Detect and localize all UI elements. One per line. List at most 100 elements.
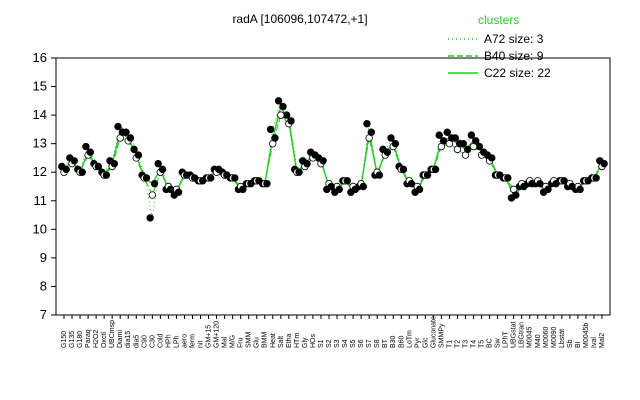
data-point [560,177,568,185]
x-tick-label: T4 [471,340,478,348]
data-point [407,179,416,188]
x-tick-label: S2 [326,339,333,348]
x-tick-label: SMMPy [438,323,445,348]
x-tick-label: HTm [294,333,301,348]
data-point [199,177,207,185]
x-tick-label: M0060 [543,326,550,348]
x-tick-label: M40 [535,334,542,348]
data-point [182,171,191,179]
data-point [447,134,456,142]
data-point [423,171,432,179]
data-point [311,151,319,159]
data-point [600,159,608,168]
x-tick-label: GM+120 [214,321,221,348]
data-point [592,174,600,182]
plot-border [55,57,611,316]
x-tick-label: HOs [310,334,317,349]
x-tick-label: T2 [454,340,461,348]
data-point [383,148,392,156]
data-point [130,145,138,154]
data-point [295,168,303,176]
x-tick-label: UBCmsp [109,320,116,348]
data-point [118,128,127,136]
data-point [263,179,271,188]
data-point [335,185,343,194]
x-tick-label: M0045 [527,326,534,348]
data-point [375,171,384,179]
x-tick-label: Oxctl [101,332,108,348]
x-tick-label: S1 [318,339,325,348]
data-point [271,134,279,142]
data-point [277,111,285,119]
x-tick-label: BI [575,341,582,348]
series-line [63,99,603,219]
x-tick-label: BMM [262,332,269,349]
data-point [387,134,395,142]
data-point [363,119,371,128]
x-tick-label: Etha [286,333,293,348]
x-tick-label: S6 [358,339,365,348]
data-point [134,151,143,159]
data-point [536,179,544,188]
x-tick-label: LPhT [503,331,510,348]
x-tick-label: Ival [591,337,598,348]
data-point [472,137,480,145]
data-point [455,139,464,148]
data-point [247,179,255,188]
x-tick-label: Pyr [414,337,421,348]
data-point [415,185,424,194]
y-tick-label: 16 [33,50,47,65]
x-tick-label: BT [382,338,389,348]
data-point [279,102,287,111]
x-axis: G150 G135 G180 Paraq H2O2 Oxctl UBCmsp Diami dia… [61,315,606,348]
data-point [215,165,223,174]
data-point [146,214,154,222]
x-tick-label: HPh [165,334,172,348]
x-tick-label: Cold [157,333,164,348]
x-tick-label: Glu [254,337,261,348]
data-point [343,177,351,185]
data-point [303,159,311,168]
data-point [174,188,183,196]
data-point [114,122,122,131]
legend-label: A72 size: 3 [484,32,544,46]
x-tick-label: S8 [374,339,381,348]
x-tick-label: G150 [61,331,68,348]
data-point [512,191,520,199]
data-point [319,157,327,165]
data-point [367,128,376,136]
x-tick-label: Paraq [85,329,92,348]
y-tick-label: 10 [33,221,47,236]
data-point [463,145,472,154]
x-tick-label: M0090 [551,326,558,348]
x-tick-label: T1 [446,340,453,348]
y-tick-label: 12 [33,164,47,179]
data-point [488,154,496,162]
x-tick-label: T5 [479,340,486,348]
x-tick-label: Salt [278,336,285,348]
x-tick-label: nit [198,341,205,348]
x-tick-label: G135 [69,331,76,348]
data-point [78,168,86,176]
x-tick-label: S3 [334,339,341,348]
x-tick-label: B60 [398,335,405,348]
x-tick-label: SMM [246,332,253,349]
x-tick-label: aero [181,334,188,348]
y-tick-label: 7 [40,307,47,322]
x-tick-label: Gly [302,337,309,348]
x-tick-label: Mal2 [599,333,606,348]
x-tick-label: ferm [189,334,196,348]
series-lines [63,99,603,219]
chart-title: radA [106096,107472,+1] [232,12,367,26]
data-point [190,174,199,182]
y-tick-label: 9 [40,250,47,265]
data-point [86,148,94,156]
x-tick-label: C30 [149,335,156,348]
data-point [443,128,451,136]
data-point [528,179,536,188]
data-point [496,171,504,179]
x-tick-label: BC [487,338,494,348]
data-point [166,185,175,194]
data-point [158,165,167,174]
